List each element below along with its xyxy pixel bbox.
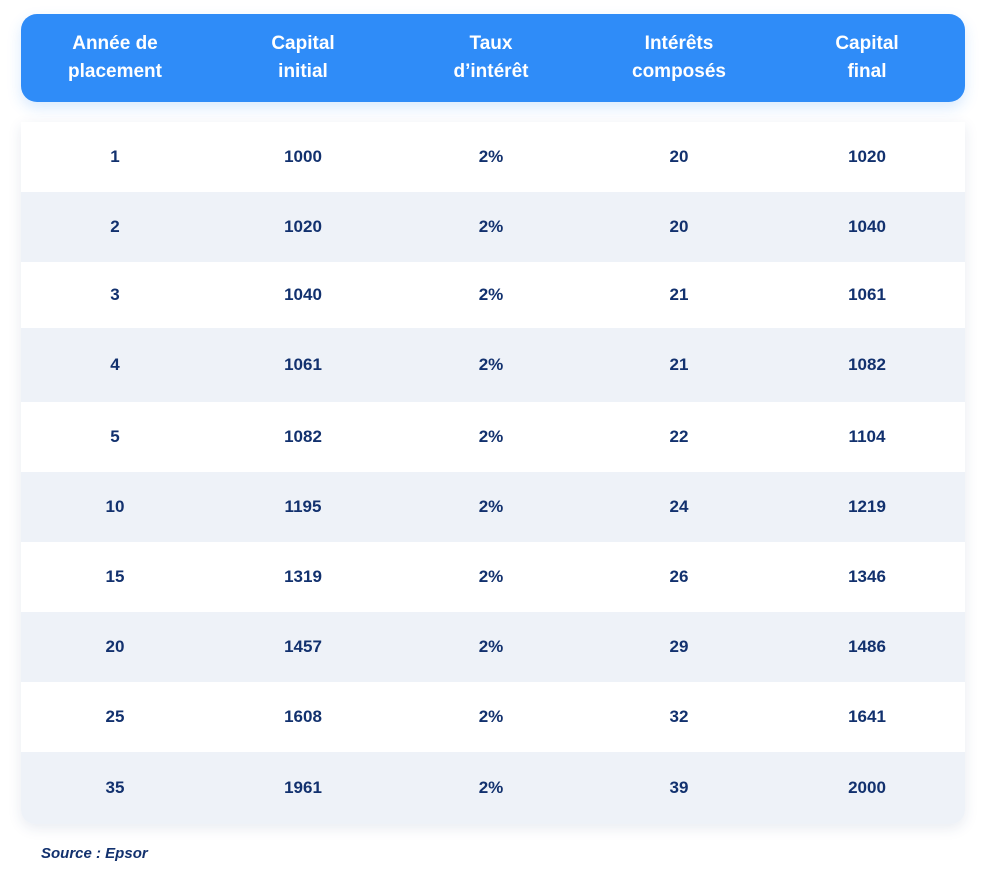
cell-year: 2 [110,217,120,236]
table-row: 20 1457 2% 29 1486 [21,612,965,682]
cell-final-capital: 1486 [848,637,886,656]
column-header-compound-interest-line-1: Intérêts [644,33,714,54]
cell-interest-rate: 2% [478,355,504,374]
column-header-compound-interest-line-2: composés [632,61,726,82]
cell-year: 15 [105,567,125,586]
cell-compound-interest: 39 [669,778,689,797]
cell-final-capital: 1082 [848,355,886,374]
column-header-final-capital: Capital final [773,14,961,102]
cell-year: 10 [105,497,125,516]
table-body: 1 1000 2% 20 1020 2 1020 2% 20 1040 3 1040 2% 21 1061 4… [21,122,965,824]
column-header-year-line-1: Année de [72,33,158,54]
cell-initial-capital: 1961 [284,778,322,797]
table-row: 1 1000 2% 20 1020 [21,122,965,192]
cell-year: 25 [105,707,125,726]
cell-initial-capital: 1000 [284,147,322,166]
cell-final-capital: 1040 [848,217,886,236]
cell-interest-rate: 2% [478,707,504,726]
cell-compound-interest: 29 [669,637,689,656]
cell-interest-rate: 2% [478,285,504,304]
cell-initial-capital: 1040 [284,285,322,304]
column-header-compound-interest: Intérêts composés [585,14,773,102]
column-header-initial-capital: Capital initial [209,14,397,102]
cell-year: 3 [110,285,120,304]
cell-year: 35 [105,778,125,797]
cell-initial-capital: 1319 [284,567,322,586]
table-row: 5 1082 2% 22 1104 [21,402,965,472]
table-row: 4 1061 2% 21 1082 [21,328,965,402]
cell-year: 20 [105,637,125,656]
column-header-initial-capital-line-1: Capital [271,33,335,54]
cell-initial-capital: 1195 [284,497,322,516]
column-header-year-line-2: placement [68,61,162,82]
cell-year: 4 [110,355,120,374]
cell-year: 5 [110,427,120,446]
cell-final-capital: 1061 [848,285,886,304]
cell-interest-rate: 2% [478,567,504,586]
source-note: Source : Epsor [41,845,148,862]
cell-initial-capital: 1020 [284,217,322,236]
cell-compound-interest: 26 [669,567,689,586]
cell-final-capital: 1219 [848,497,886,516]
cell-final-capital: 2000 [848,778,886,797]
cell-final-capital: 1346 [848,567,886,586]
cell-final-capital: 1020 [848,147,886,166]
cell-final-capital: 1104 [848,427,886,446]
column-header-initial-capital-line-2: initial [278,61,328,82]
cell-interest-rate: 2% [478,497,504,516]
cell-compound-interest: 20 [669,217,689,236]
cell-year: 1 [110,147,120,166]
cell-initial-capital: 1457 [284,637,322,656]
cell-final-capital: 1641 [848,707,886,726]
table-row: 3 1040 2% 21 1061 [21,262,965,328]
cell-initial-capital: 1061 [284,355,322,374]
cell-initial-capital: 1608 [284,707,322,726]
cell-interest-rate: 2% [478,427,504,446]
cell-compound-interest: 21 [669,355,689,374]
column-header-interest-rate-line-1: Taux [469,33,513,54]
table-row: 25 1608 2% 32 1641 [21,682,965,752]
column-header-year: Année de placement [21,14,209,102]
cell-compound-interest: 32 [669,707,689,726]
table-row: 15 1319 2% 26 1346 [21,542,965,612]
table-row: 2 1020 2% 20 1040 [21,192,965,262]
column-header-interest-rate: Taux d’intérêt [397,14,585,102]
cell-interest-rate: 2% [478,217,504,236]
cell-compound-interest: 20 [669,147,689,166]
cell-interest-rate: 2% [478,637,504,656]
column-header-final-capital-line-1: Capital [835,33,899,54]
cell-compound-interest: 22 [669,427,689,446]
column-header-interest-rate-line-2: d’intérêt [453,61,529,82]
cell-initial-capital: 1082 [284,427,322,446]
cell-compound-interest: 21 [669,285,689,304]
table-header: Année de placement Capital initial Taux … [21,14,965,102]
cell-interest-rate: 2% [478,778,504,797]
table-row: 10 1195 2% 24 1219 [21,472,965,542]
cell-compound-interest: 24 [669,497,689,516]
cell-interest-rate: 2% [478,147,504,166]
column-header-final-capital-line-2: final [847,61,887,82]
table-row: 35 1961 2% 39 2000 [21,752,965,824]
